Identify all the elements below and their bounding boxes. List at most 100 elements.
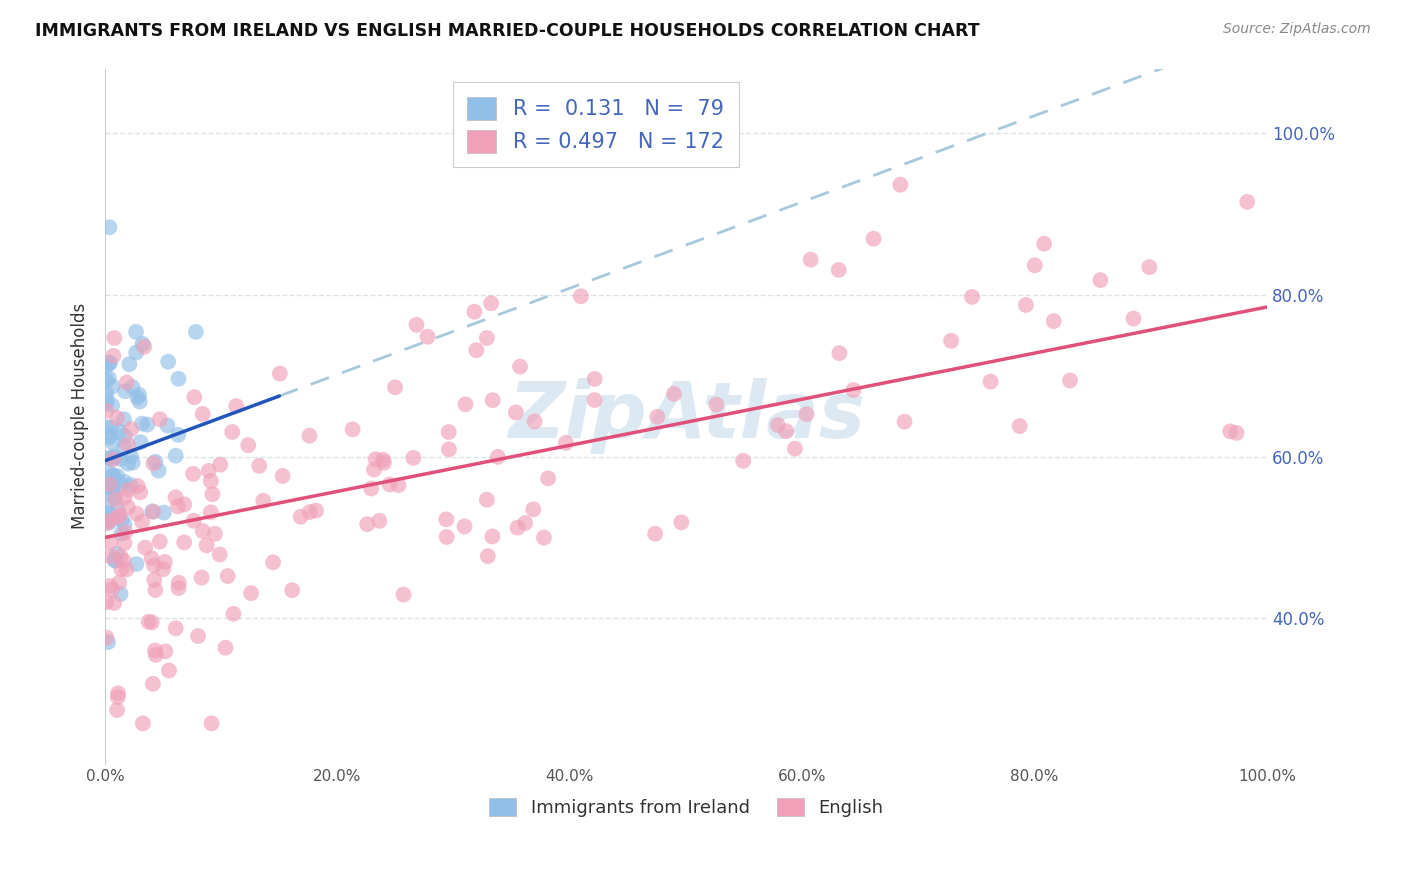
Point <box>671 516 693 530</box>
Point <box>136 417 159 432</box>
Point <box>131 515 153 529</box>
Point <box>775 424 797 438</box>
Point <box>800 252 823 267</box>
Point <box>523 414 546 428</box>
Point <box>167 575 190 590</box>
Point <box>107 503 129 517</box>
Point <box>766 418 789 433</box>
Point <box>141 615 163 630</box>
Point <box>475 331 498 345</box>
Point <box>114 525 136 540</box>
Point <box>165 491 187 505</box>
Point <box>783 442 806 456</box>
Point <box>157 664 180 678</box>
Point <box>103 596 125 610</box>
Point <box>165 449 187 463</box>
Y-axis label: Married-couple Households: Married-couple Households <box>72 303 89 529</box>
Point <box>115 376 138 390</box>
Point <box>110 562 132 576</box>
Point <box>828 263 851 277</box>
Point <box>117 457 139 471</box>
Point <box>454 397 477 411</box>
Point <box>118 357 141 371</box>
Point <box>96 595 118 609</box>
Point <box>368 514 391 528</box>
Point <box>479 296 502 310</box>
Point <box>252 493 274 508</box>
Point <box>533 531 555 545</box>
Point <box>101 582 124 597</box>
Point <box>281 583 304 598</box>
Point <box>1024 258 1046 272</box>
Point <box>405 318 427 332</box>
Point <box>96 480 118 494</box>
Point <box>509 359 531 374</box>
Point <box>142 457 165 471</box>
Text: ZipAtlas: ZipAtlas <box>508 378 865 454</box>
Point <box>889 178 911 192</box>
Point <box>153 555 176 569</box>
Point <box>132 716 155 731</box>
Point <box>939 334 962 348</box>
Point <box>167 581 190 595</box>
Point <box>97 635 120 649</box>
Point <box>583 372 606 386</box>
Point <box>98 477 121 491</box>
Point <box>96 498 118 512</box>
Point <box>862 232 884 246</box>
Point <box>225 399 247 413</box>
Point <box>100 420 122 434</box>
Point <box>644 526 666 541</box>
Point <box>481 393 503 408</box>
Point <box>217 569 239 583</box>
Point <box>191 407 214 421</box>
Point <box>98 355 121 369</box>
Point <box>107 686 129 700</box>
Point <box>141 551 163 566</box>
Point <box>97 371 120 385</box>
Point <box>143 643 166 657</box>
Point <box>475 492 498 507</box>
Point <box>104 492 127 507</box>
Point <box>104 553 127 567</box>
Point <box>200 716 222 731</box>
Point <box>183 390 205 404</box>
Point <box>537 471 560 485</box>
Point <box>104 489 127 503</box>
Point <box>704 398 727 412</box>
Point <box>371 452 394 467</box>
Point <box>569 289 592 303</box>
Point <box>100 549 122 564</box>
Point <box>506 520 529 534</box>
Point <box>96 516 118 531</box>
Point <box>364 452 387 467</box>
Point <box>128 394 150 409</box>
Point <box>153 506 176 520</box>
Point <box>96 478 118 492</box>
Point <box>108 425 131 439</box>
Point <box>117 483 139 497</box>
Legend: Immigrants from Ireland, English: Immigrants from Ireland, English <box>482 790 890 824</box>
Point <box>143 573 166 587</box>
Point <box>97 514 120 528</box>
Point <box>662 387 685 401</box>
Point <box>114 491 136 505</box>
Point <box>305 503 328 517</box>
Point <box>114 384 136 399</box>
Point <box>980 375 1002 389</box>
Point <box>108 575 131 590</box>
Point <box>134 340 156 354</box>
Point <box>105 469 128 483</box>
Point <box>131 337 153 351</box>
Point <box>128 388 150 402</box>
Point <box>125 345 148 359</box>
Point <box>181 467 204 481</box>
Point <box>221 425 243 439</box>
Point <box>127 479 149 493</box>
Point <box>142 558 165 573</box>
Point <box>515 516 537 530</box>
Point <box>105 703 128 717</box>
Point <box>112 517 135 532</box>
Point <box>103 331 125 345</box>
Point <box>1122 311 1144 326</box>
